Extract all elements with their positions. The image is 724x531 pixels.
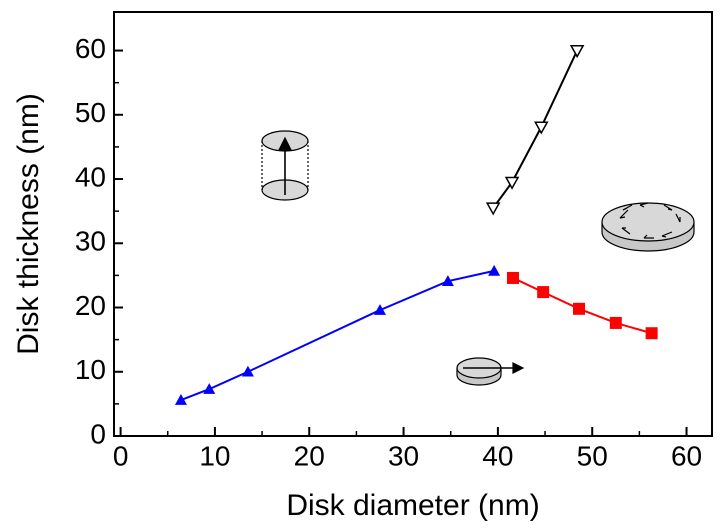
x-tick-label: 50 [577,440,608,471]
y-tick-label: 50 [75,97,106,128]
marker [488,264,501,276]
marker [506,271,519,284]
marker [609,316,622,329]
marker [373,304,386,315]
y-tick-label: 10 [75,354,106,385]
x-tick-label: 30 [388,440,419,471]
marker [573,302,586,315]
x-axis-label: Disk diameter (nm) [286,489,539,522]
y-tick-label: 40 [75,161,106,192]
series-line [180,269,495,401]
x-tick-label: 0 [113,440,129,471]
series-line [492,50,579,209]
y-tick-label: 30 [75,226,106,257]
marker [441,275,454,286]
plot-frame [113,11,713,437]
marker [645,327,658,340]
y-axis-label: Disk thickness (nm) [12,93,45,355]
marker [569,44,585,59]
y-tick-label: 60 [75,33,106,64]
marker [174,394,187,405]
cylinder-icon [261,130,309,201]
x-tick-label: 10 [199,440,230,471]
marker [203,383,216,394]
marker [504,176,520,190]
vortex-disk-icon [601,202,695,252]
y-tick-label: 0 [90,418,106,449]
marker [485,202,501,216]
x-tick-label: 60 [671,440,702,471]
x-tick-label: 20 [294,440,325,471]
marker [241,365,254,377]
in-plane-disk-icon [456,357,525,386]
y-tick-label: 20 [75,290,106,321]
marker [537,286,550,299]
x-tick-label: 40 [482,440,513,471]
marker [534,121,549,135]
